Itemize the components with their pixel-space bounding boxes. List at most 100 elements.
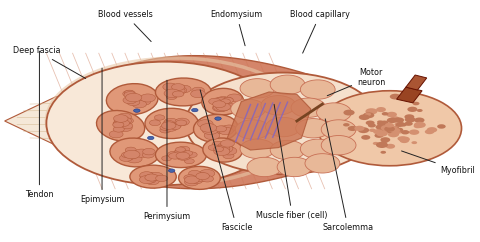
Circle shape [184, 159, 194, 164]
Circle shape [125, 93, 142, 102]
Circle shape [140, 174, 150, 179]
Ellipse shape [300, 80, 335, 99]
Circle shape [123, 91, 135, 97]
Circle shape [146, 176, 156, 181]
Ellipse shape [179, 166, 220, 189]
Circle shape [363, 112, 374, 118]
Circle shape [208, 145, 219, 151]
Circle shape [214, 146, 224, 152]
Circle shape [192, 87, 204, 94]
Circle shape [197, 120, 213, 128]
Circle shape [161, 122, 176, 129]
Circle shape [120, 117, 133, 124]
Circle shape [163, 83, 178, 91]
Circle shape [221, 99, 230, 104]
Circle shape [223, 103, 234, 109]
Circle shape [195, 173, 206, 178]
Circle shape [216, 103, 231, 111]
Circle shape [163, 121, 174, 126]
Circle shape [391, 116, 399, 121]
Ellipse shape [321, 120, 356, 139]
Circle shape [386, 126, 396, 131]
Circle shape [162, 156, 171, 161]
Circle shape [213, 127, 225, 133]
Circle shape [395, 122, 403, 127]
Circle shape [383, 124, 395, 130]
Circle shape [164, 89, 180, 98]
Circle shape [132, 100, 146, 108]
Circle shape [118, 124, 132, 132]
Circle shape [215, 126, 227, 132]
Circle shape [390, 128, 400, 133]
Circle shape [200, 123, 217, 132]
Circle shape [388, 131, 399, 137]
Circle shape [176, 147, 185, 152]
Circle shape [413, 102, 420, 105]
Circle shape [196, 173, 209, 180]
Circle shape [437, 124, 446, 129]
Ellipse shape [110, 138, 159, 167]
Circle shape [202, 126, 218, 135]
Circle shape [184, 176, 199, 184]
Text: Fascicle: Fascicle [200, 90, 252, 232]
Text: Sarcolemma: Sarcolemma [323, 119, 373, 232]
Ellipse shape [247, 157, 282, 177]
Circle shape [219, 127, 233, 135]
Circle shape [386, 127, 393, 130]
Circle shape [368, 123, 376, 128]
Circle shape [121, 152, 132, 158]
Ellipse shape [277, 157, 312, 177]
Circle shape [365, 113, 371, 116]
Circle shape [377, 121, 389, 127]
Ellipse shape [261, 96, 296, 115]
Circle shape [375, 124, 385, 130]
Circle shape [167, 94, 177, 99]
Circle shape [171, 87, 185, 94]
Circle shape [396, 128, 403, 132]
Circle shape [116, 120, 130, 127]
Circle shape [405, 117, 416, 122]
Ellipse shape [156, 142, 206, 168]
Circle shape [411, 141, 417, 144]
Circle shape [365, 108, 377, 114]
Circle shape [124, 90, 134, 96]
Circle shape [318, 91, 462, 166]
Circle shape [191, 174, 205, 181]
Circle shape [175, 149, 187, 155]
Circle shape [143, 172, 155, 179]
Circle shape [221, 147, 237, 155]
Circle shape [145, 174, 158, 181]
Polygon shape [62, 56, 386, 189]
Circle shape [186, 152, 197, 158]
Circle shape [414, 124, 422, 128]
Circle shape [189, 170, 201, 177]
Circle shape [388, 126, 394, 129]
Circle shape [217, 143, 232, 150]
Circle shape [109, 131, 123, 138]
Circle shape [192, 178, 203, 184]
Circle shape [209, 128, 222, 135]
Ellipse shape [296, 119, 331, 138]
Circle shape [399, 136, 410, 142]
Ellipse shape [203, 138, 242, 162]
Circle shape [218, 126, 229, 132]
Circle shape [176, 120, 187, 126]
Circle shape [384, 127, 391, 130]
Circle shape [124, 155, 134, 160]
Circle shape [140, 172, 154, 179]
Polygon shape [406, 75, 427, 90]
Circle shape [160, 125, 170, 130]
Circle shape [175, 118, 189, 126]
Circle shape [216, 148, 228, 154]
Circle shape [385, 144, 395, 149]
Circle shape [376, 142, 388, 148]
Circle shape [385, 123, 391, 126]
Ellipse shape [202, 88, 243, 115]
Circle shape [186, 73, 380, 174]
Circle shape [223, 125, 236, 132]
Circle shape [414, 118, 424, 123]
Circle shape [171, 84, 185, 91]
Circle shape [359, 114, 370, 120]
Text: Tendon: Tendon [25, 51, 54, 199]
Circle shape [172, 91, 184, 97]
